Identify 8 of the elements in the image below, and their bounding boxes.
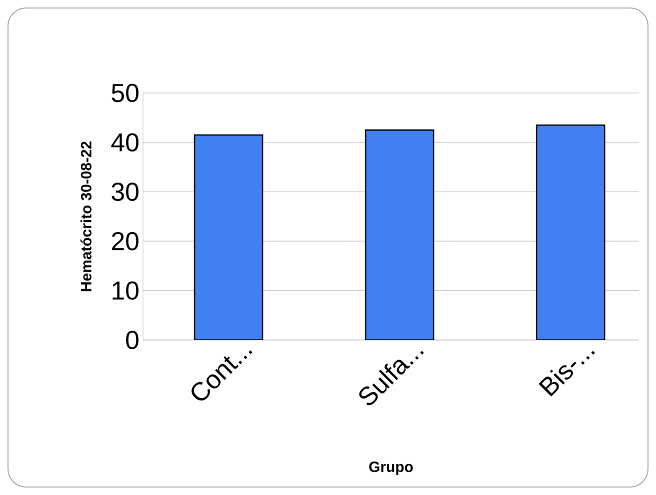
- y-tick-label: 10: [112, 281, 138, 300]
- y-tick-label: 30: [112, 182, 138, 201]
- y-tick-label: 40: [111, 133, 138, 152]
- y-axis-title: Hematócrito 30-08-22: [80, 142, 92, 292]
- x-axis-title: Grupo: [369, 462, 413, 476]
- y-tick-label: 0: [126, 330, 138, 350]
- y-tick-label: 20: [112, 232, 138, 250]
- y-tick-label: 50: [112, 84, 138, 102]
